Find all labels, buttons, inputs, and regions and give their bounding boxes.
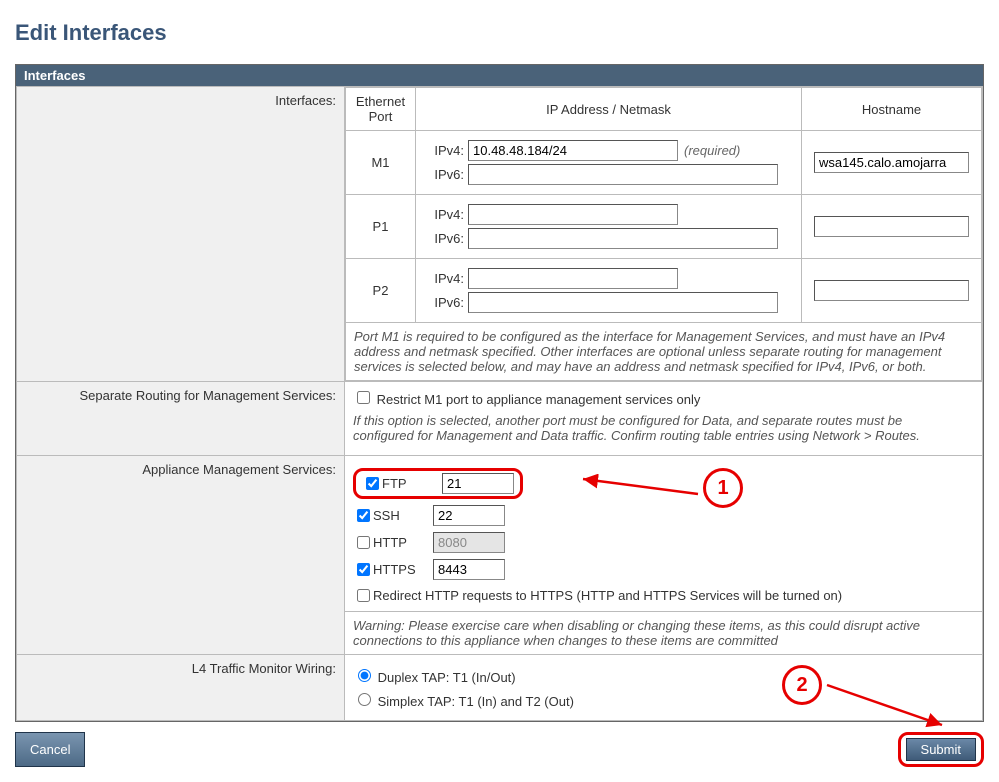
http-port-input[interactable] bbox=[433, 532, 505, 553]
p2-ipv6-input[interactable] bbox=[468, 292, 778, 313]
l4-simplex-label: Simplex TAP: T1 (In) and T2 (Out) bbox=[378, 694, 574, 709]
submit-button[interactable]: Submit bbox=[906, 738, 976, 761]
restrict-m1-checkbox[interactable] bbox=[357, 391, 370, 404]
p1-ipv6-input[interactable] bbox=[468, 228, 778, 249]
ftp-port-input[interactable] bbox=[442, 473, 514, 494]
p2-ipv4-input[interactable] bbox=[468, 268, 678, 289]
footer: Cancel Submit bbox=[15, 732, 984, 767]
port-p1-name: P1 bbox=[346, 195, 416, 259]
http-label: HTTP bbox=[373, 535, 433, 550]
label-routing: Separate Routing for Management Services… bbox=[17, 382, 345, 456]
p2-hostname-input[interactable] bbox=[814, 280, 969, 301]
label-services: Appliance Management Services: bbox=[17, 456, 345, 655]
port-m1-name: M1 bbox=[346, 131, 416, 195]
ipv6-label: IPv6: bbox=[424, 167, 464, 182]
ssh-label: SSH bbox=[373, 508, 433, 523]
http-checkbox[interactable] bbox=[357, 536, 370, 549]
callout-2: 2 bbox=[782, 665, 822, 705]
port-note: Port M1 is required to be configured as … bbox=[346, 323, 982, 381]
interfaces-panel: Interfaces Interfaces: Ethernet Port IP … bbox=[15, 64, 984, 722]
l4-duplex-radio[interactable] bbox=[358, 669, 371, 682]
label-l4: L4 Traffic Monitor Wiring: bbox=[17, 655, 345, 721]
col-port: Ethernet Port bbox=[346, 88, 416, 131]
m1-ipv6-input[interactable] bbox=[468, 164, 778, 185]
m1-hostname-input[interactable] bbox=[814, 152, 969, 173]
m1-ipv4-input[interactable] bbox=[468, 140, 678, 161]
restrict-m1-label: Restrict M1 port to appliance management… bbox=[377, 392, 701, 407]
cancel-button[interactable]: Cancel bbox=[15, 732, 85, 767]
label-interfaces: Interfaces: bbox=[17, 87, 345, 382]
l4-duplex-label: Duplex TAP: T1 (In/Out) bbox=[378, 670, 516, 685]
interfaces-table: Ethernet Port IP Address / Netmask Hostn… bbox=[345, 87, 982, 381]
ftp-label: FTP bbox=[382, 476, 442, 491]
l4-simplex-radio[interactable] bbox=[358, 693, 371, 706]
routing-note: If this option is selected, another port… bbox=[353, 407, 974, 449]
row-p2: P2 IPv4: IPv6: bbox=[346, 259, 982, 323]
https-checkbox[interactable] bbox=[357, 563, 370, 576]
redirect-checkbox[interactable] bbox=[357, 589, 370, 602]
page-title: Edit Interfaces bbox=[15, 20, 984, 46]
arrow-1 bbox=[578, 474, 708, 504]
row-p1: P1 IPv4: IPv6: bbox=[346, 195, 982, 259]
ftp-checkbox[interactable] bbox=[366, 477, 379, 490]
panel-header: Interfaces bbox=[16, 65, 983, 86]
https-label: HTTPS bbox=[373, 562, 433, 577]
ssh-checkbox[interactable] bbox=[357, 509, 370, 522]
services-warning: Warning: Please exercise care when disab… bbox=[345, 611, 982, 654]
col-ip: IP Address / Netmask bbox=[416, 88, 802, 131]
redirect-label: Redirect HTTP requests to HTTPS (HTTP an… bbox=[373, 588, 842, 603]
ftp-highlight: FTP bbox=[353, 468, 523, 499]
col-hostname: Hostname bbox=[802, 88, 982, 131]
p1-hostname-input[interactable] bbox=[814, 216, 969, 237]
port-p2-name: P2 bbox=[346, 259, 416, 323]
row-m1: M1 IPv4: (required) IPv6: bbox=[346, 131, 982, 195]
ipv4-label: IPv4: bbox=[424, 143, 464, 158]
https-port-input[interactable] bbox=[433, 559, 505, 580]
required-label: (required) bbox=[684, 143, 740, 158]
form-table: Interfaces: Ethernet Port IP Address / N… bbox=[16, 86, 983, 721]
p1-ipv4-input[interactable] bbox=[468, 204, 678, 225]
submit-highlight: Submit bbox=[898, 732, 984, 767]
ssh-port-input[interactable] bbox=[433, 505, 505, 526]
callout-1: 1 bbox=[703, 468, 743, 508]
